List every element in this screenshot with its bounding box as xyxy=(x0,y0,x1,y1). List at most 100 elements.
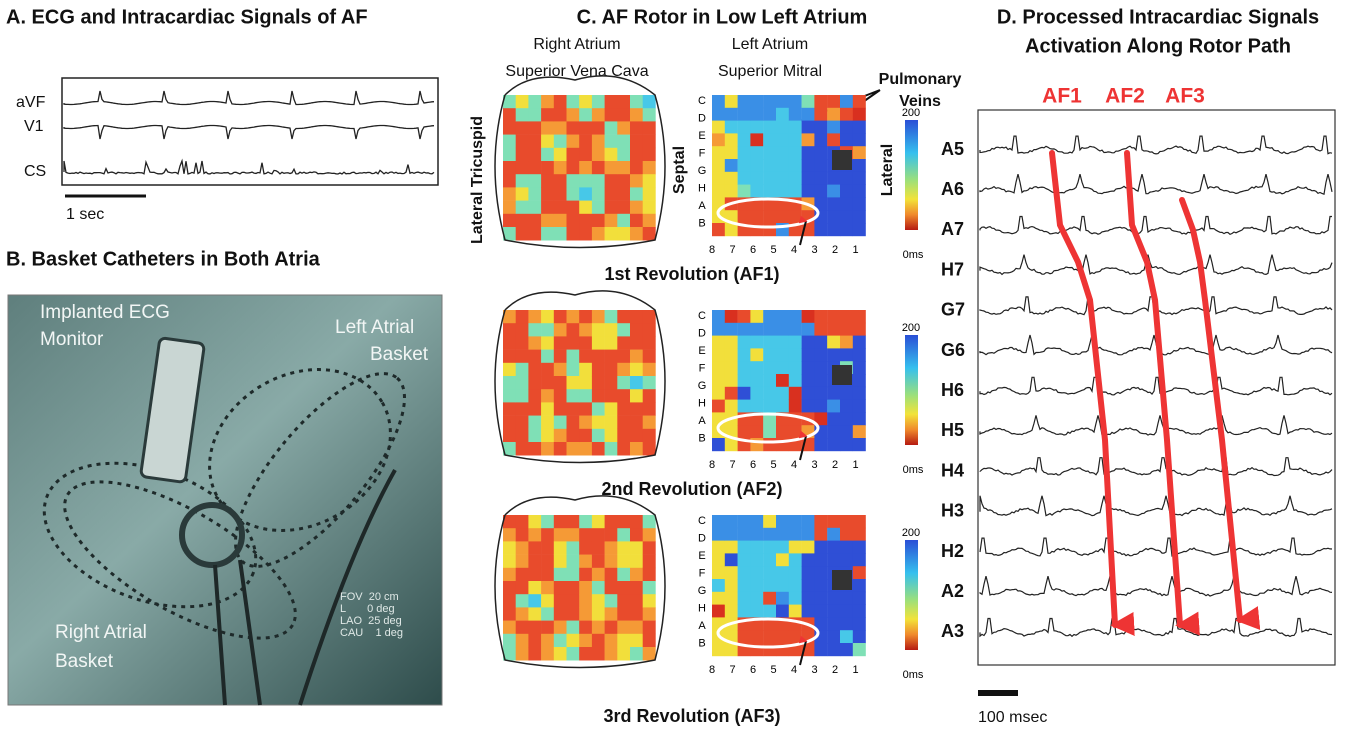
map-cell xyxy=(592,429,605,443)
map-cell xyxy=(643,568,656,582)
map-cell xyxy=(605,363,618,377)
map-cell xyxy=(541,214,554,228)
map-cell xyxy=(630,416,643,430)
map-cell xyxy=(802,121,815,134)
map-cell xyxy=(528,363,541,377)
map-cell xyxy=(617,95,630,109)
map-cell xyxy=(528,568,541,582)
map-cell xyxy=(567,634,580,648)
map-cell xyxy=(827,121,840,134)
map-header: Superior Vena Cava xyxy=(505,63,648,80)
map-cell xyxy=(503,621,516,635)
map-cell xyxy=(541,121,554,134)
row-label: H xyxy=(698,397,706,409)
map-cell xyxy=(630,310,643,324)
map-cell xyxy=(763,223,776,236)
map-cell xyxy=(605,201,618,215)
map-cell xyxy=(814,172,827,185)
map-cell xyxy=(750,361,763,374)
map-cell xyxy=(776,566,789,579)
map-cell xyxy=(503,389,516,403)
map-cell xyxy=(554,528,567,542)
map-cell xyxy=(592,647,605,661)
map-cell xyxy=(712,515,725,528)
map-cell xyxy=(541,201,554,215)
map-cell xyxy=(789,146,802,159)
map-cell xyxy=(630,121,643,134)
map-cell xyxy=(643,429,656,443)
map-cell xyxy=(554,402,567,416)
channel-label: G6 xyxy=(941,340,965,360)
map-cell xyxy=(853,336,866,349)
map-cell xyxy=(541,541,554,555)
map-cell xyxy=(789,310,802,323)
map-cell xyxy=(579,135,592,149)
info-line: FOV 20 cm xyxy=(340,591,399,603)
map-cell xyxy=(528,161,541,175)
map-cell xyxy=(853,528,866,541)
map-cell xyxy=(503,607,516,621)
map-cell xyxy=(750,121,763,134)
map-cell xyxy=(567,161,580,175)
map-cell xyxy=(725,579,738,592)
figure: A. ECG and Intracardiac Signals of AF aV… xyxy=(0,0,1355,733)
map-cell xyxy=(528,376,541,390)
map-cell xyxy=(567,376,580,390)
map-cell xyxy=(579,568,592,582)
map-cell xyxy=(528,323,541,337)
map-cell xyxy=(840,630,853,643)
side-label: Septal xyxy=(671,146,688,194)
map-cell xyxy=(853,374,866,387)
map-cell xyxy=(840,617,853,630)
map-cell xyxy=(725,310,738,323)
map-cell xyxy=(605,161,618,175)
map-cell xyxy=(776,579,789,592)
map-cell xyxy=(567,227,580,241)
map-cell xyxy=(567,121,580,134)
map-cell xyxy=(630,515,643,529)
map-cell xyxy=(592,376,605,390)
map-cell xyxy=(814,146,827,159)
column-label: 4 xyxy=(791,664,797,676)
map-cell xyxy=(630,634,643,648)
map-cell xyxy=(579,515,592,529)
map-cell xyxy=(592,108,605,122)
map-header: Right Atrium xyxy=(533,36,620,53)
map-cell xyxy=(840,210,853,223)
map-cell xyxy=(630,323,643,337)
map-cell xyxy=(763,172,776,185)
map-cell xyxy=(789,592,802,605)
map-cell xyxy=(840,172,853,185)
map-cell xyxy=(827,425,840,438)
channel-label: G7 xyxy=(941,300,965,320)
map-cell xyxy=(712,223,725,236)
map-cell xyxy=(814,400,827,413)
map-cell xyxy=(579,541,592,555)
map-cell xyxy=(605,555,618,569)
scar-region xyxy=(832,570,852,590)
rotor-path-label: AF3 xyxy=(1165,85,1205,108)
map-cell xyxy=(725,605,738,618)
map-cell xyxy=(516,581,529,595)
map-cell xyxy=(814,348,827,361)
map-cell xyxy=(567,515,580,529)
map-cell xyxy=(592,363,605,377)
map-cell xyxy=(554,607,567,621)
map-cell xyxy=(579,95,592,109)
map-cell xyxy=(643,634,656,648)
map-cell xyxy=(643,541,656,555)
map-cell xyxy=(750,630,763,643)
map-cell xyxy=(605,568,618,582)
map-cell xyxy=(567,568,580,582)
column-label: 1 xyxy=(852,244,858,256)
map-cell xyxy=(567,581,580,595)
map-cell xyxy=(827,133,840,146)
map-cell xyxy=(516,621,529,635)
map-cell xyxy=(617,323,630,337)
map-cell xyxy=(776,387,789,400)
map-cell xyxy=(776,121,789,134)
map-cell xyxy=(516,402,529,416)
map-cell xyxy=(579,647,592,661)
map-cell xyxy=(630,568,643,582)
map-cell xyxy=(738,400,751,413)
